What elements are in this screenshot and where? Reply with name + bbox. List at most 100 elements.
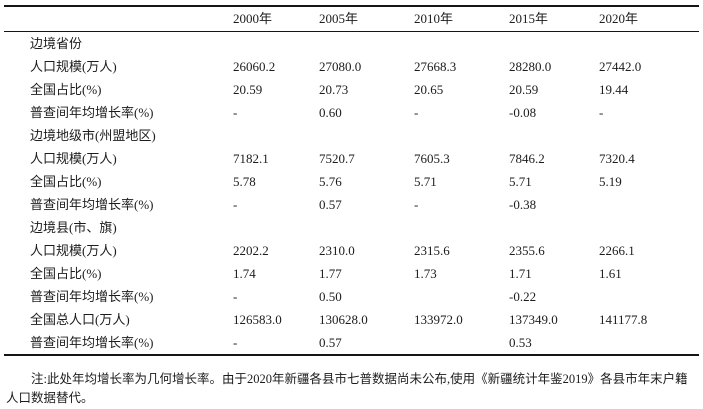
data-cell [233,124,319,147]
data-cell [319,216,414,239]
data-cell: 5.71 [414,174,437,189]
data-cell: 27080.0 [319,59,362,74]
data-cell: 20.65 [414,82,444,97]
data-cell [509,216,599,239]
row-label: 人口规模(万人) [30,151,117,166]
data-cell [599,331,699,355]
data-cell [599,216,699,239]
data-cell: - [233,105,238,120]
row-label: 普查间年均增长率(%) [30,335,154,350]
header-year-cell: 2020年 [599,11,639,26]
data-cell [319,32,414,56]
data-cell: 28280.0 [509,59,552,74]
data-cell [599,285,699,308]
data-cell: 5.19 [599,174,622,189]
data-cell: 20.73 [319,82,349,97]
data-cell: -0.08 [509,105,537,120]
data-cell: 7182.1 [233,151,269,166]
table-row: 全国总人口(万人) 126583.0 130628.0 133972.0 137349.… [4,308,699,331]
data-cell: - [233,197,238,212]
data-cell: 2202.2 [233,243,269,258]
population-table-wrap: 2000年 2005年 2010年 2015年 2020年 边境省份人口规模(万人) 26… [4,5,699,356]
data-cell: 0.53 [509,335,532,350]
data-cell [509,124,599,147]
table-row: 人口规模(万人) 26060.2 27080.0 27668.3 28280.0 2744… [4,55,699,78]
row-label: 普查间年均增长率(%) [30,197,154,212]
row-label: 边境县(市、旗) [30,220,117,235]
data-cell: 27442.0 [599,59,642,74]
data-cell [414,331,509,355]
header-year-cell: 2010年 [414,11,454,26]
data-cell: 137349.0 [509,312,558,327]
data-cell: 26060.2 [233,59,276,74]
table-row: 普查间年均增长率(%) - 0.57 0.53 [4,331,699,355]
table-row: 普查间年均增长率(%) - 0.57 - -0.38 [4,193,699,216]
data-cell: 2315.6 [414,243,450,258]
data-cell [319,124,414,147]
table-head: 2000年 2005年 2010年 2015年 2020年 [4,6,699,32]
data-cell: 7520.7 [319,151,355,166]
data-cell [414,285,509,308]
data-cell: 0.50 [319,289,342,304]
data-cell: 5.78 [233,174,256,189]
data-cell: 5.71 [509,174,532,189]
data-cell [414,124,509,147]
table-row: 全国占比(%) 20.59 20.73 20.65 20.59 19.44 [4,78,699,101]
data-cell: 2310.0 [319,243,355,258]
row-label: 边境地级市(州盟地区) [30,128,156,143]
row-label: 全国占比(%) [30,174,102,189]
data-cell: - [233,289,238,304]
data-cell: -0.22 [509,289,537,304]
data-cell: 1.71 [509,266,532,281]
table-row: 普查间年均增长率(%) - 0.60 - -0.08 - [4,101,699,124]
data-cell: 2355.6 [509,243,545,258]
data-cell [599,193,699,216]
header-year-cell: 2000年 [233,11,273,26]
data-cell: 7320.4 [599,151,635,166]
border-region-population-table: 2000年 2005年 2010年 2015年 2020年 边境省份人口规模(万人) 26… [4,5,699,356]
data-cell [233,32,319,56]
table-footnote: 注:此处年均增长率为几何增长率。由于2020年新疆各县市七普数据尚未公布,使用《… [6,371,688,406]
row-label: 边境省份 [30,36,83,51]
data-cell: 1.61 [599,266,622,281]
row-label: 普查间年均增长率(%) [30,105,154,120]
row-label: 普查间年均增长率(%) [30,289,154,304]
data-cell: 0.57 [319,197,342,212]
data-cell: -0.38 [509,197,537,212]
header-label-cell [4,6,233,32]
table-body: 边境省份人口规模(万人) 26060.2 27080.0 27668.3 28280.0… [4,32,699,356]
header-year-cell: 2015年 [509,11,549,26]
header-year-cell: 2005年 [319,11,359,26]
data-cell: 27668.3 [414,59,457,74]
row-label: 人口规模(万人) [30,243,117,258]
data-cell [414,216,509,239]
data-cell: 5.76 [319,174,342,189]
table-row: 人口规模(万人) 2202.2 2310.0 2315.6 2355.6 2266.1 [4,239,699,262]
data-cell [599,124,699,147]
data-cell: 2266.1 [599,243,635,258]
section-header-row: 边境县(市、旗) [4,216,699,239]
data-cell: 133972.0 [414,312,463,327]
data-cell [233,216,319,239]
data-cell: 130628.0 [319,312,368,327]
table-row: 全国占比(%) 1.74 1.77 1.73 1.71 1.61 [4,262,699,285]
data-cell: 7846.2 [509,151,545,166]
table-row: 人口规模(万人) 7182.1 7520.7 7605.3 7846.2 7320.4 [4,147,699,170]
data-cell: 7605.3 [414,151,450,166]
section-header-row: 边境省份 [4,32,699,56]
row-label: 人口规模(万人) [30,59,117,74]
row-label: 全国占比(%) [30,266,102,281]
data-cell: 20.59 [509,82,539,97]
data-cell: 1.73 [414,266,437,281]
data-cell: - [414,197,419,212]
table-row: 全国占比(%) 5.78 5.76 5.71 5.71 5.19 [4,170,699,193]
section-header-row: 边境地级市(州盟地区) [4,124,699,147]
data-cell: - [233,335,238,350]
header-row: 2000年 2005年 2010年 2015年 2020年 [4,6,699,32]
data-cell: 20.59 [233,82,263,97]
data-cell: 1.77 [319,266,342,281]
data-cell: 0.57 [319,335,342,350]
data-cell [509,32,599,56]
row-label: 全国占比(%) [30,82,102,97]
table-row: 普查间年均增长率(%) - 0.50 -0.22 [4,285,699,308]
